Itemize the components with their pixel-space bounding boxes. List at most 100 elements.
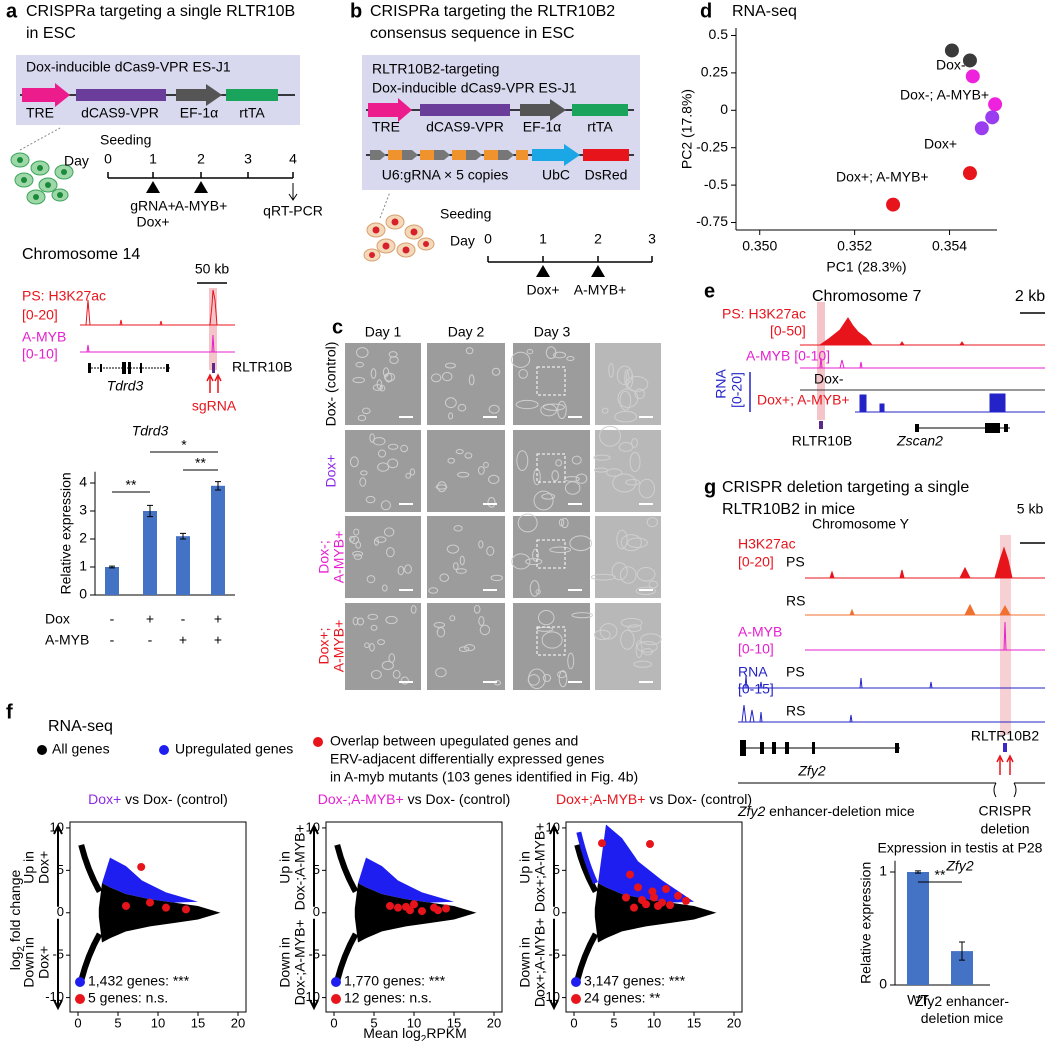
- x-axis-label-part: Mean log: [363, 1025, 421, 1041]
- row-label: A-MYB: [45, 632, 89, 648]
- track-label: Dox+; A-MYB+: [757, 392, 850, 408]
- chart-title: Expression in testis at P28: [878, 840, 1043, 856]
- cell-texture: [381, 584, 388, 592]
- signal-track: [800, 357, 1045, 369]
- cell-texture: [646, 517, 658, 528]
- chart-title: Tdrd3: [132, 423, 169, 439]
- legend-label: All genes: [52, 741, 110, 757]
- error-bar: [915, 870, 921, 874]
- overlap-gene-illustration: [630, 903, 638, 912]
- day-tick: 1: [539, 231, 547, 247]
- cell-texture: [477, 466, 485, 475]
- cell-texture: [360, 470, 368, 476]
- data-point: [962, 166, 977, 181]
- track-label: PS: [786, 664, 805, 680]
- pointer: [379, 191, 391, 219]
- seeding-label: Seeding: [100, 132, 151, 148]
- y-axis-label-part: log: [7, 952, 23, 971]
- x-tick-label: Zfy2 enhancer-deletion mice: [914, 993, 1010, 1026]
- overlap-gene-illustration: [626, 870, 634, 879]
- cell-texture: [361, 407, 371, 415]
- x-axis-label: Mean log2RPKM: [363, 1025, 467, 1041]
- upregulated-cloud: [598, 824, 694, 903]
- direction-label: Down in: [277, 937, 293, 988]
- cell-texture: [357, 414, 367, 422]
- cell-texture: [379, 385, 386, 392]
- significance-label: **: [126, 477, 137, 493]
- cells: [363, 214, 435, 262]
- y-tick-label: 5: [553, 862, 560, 877]
- annotation-swatch: [571, 977, 581, 987]
- cell-texture: [392, 669, 401, 679]
- deletion-line: [738, 782, 1045, 798]
- cell-texture: [455, 449, 464, 455]
- signal-track: [805, 546, 1045, 579]
- x-tick-label: 0.354: [932, 238, 967, 254]
- x-tick-label: 0.352: [837, 238, 872, 254]
- cell-texture: [428, 587, 439, 594]
- cell-texture: [590, 573, 616, 581]
- overlap-gene-illustration: [162, 903, 170, 912]
- cell-texture: [511, 553, 531, 570]
- cell-texture: [551, 470, 559, 482]
- direction-arrow: [309, 823, 319, 1011]
- y-axis-label-part: fold change: [7, 870, 23, 946]
- row-label: Dox+: [323, 454, 339, 487]
- cell-texture: [382, 367, 390, 377]
- cell-texture: [366, 575, 376, 584]
- micrograph: [513, 603, 590, 690]
- legend-swatch: [37, 745, 47, 755]
- cell-texture: [356, 347, 369, 358]
- cell-texture: [640, 633, 662, 646]
- cell-texture: [365, 495, 376, 504]
- cell-texture: [608, 362, 614, 378]
- y-axis-label: Relative expression: [858, 862, 874, 984]
- y-tick-label: 0: [57, 904, 64, 919]
- x-tick-label: 0.350: [742, 238, 777, 254]
- data-point: [988, 97, 1003, 112]
- column-label: Day 2: [448, 324, 485, 340]
- cell-texture: [542, 403, 565, 411]
- y-tick-label: -0.5: [704, 176, 728, 192]
- annotation: 12 genes: n.s.: [344, 990, 432, 1006]
- error-bar: [180, 532, 186, 540]
- direction-label: Dox-;A-MYB+: [292, 919, 308, 1005]
- legend-label: ERV-adjacent differentially expressed ge…: [330, 751, 604, 767]
- cell-texture: [617, 388, 639, 409]
- data-point: [944, 43, 959, 58]
- direction-label: Dox+;A-MYB+: [532, 918, 548, 1007]
- cell-texture: [601, 407, 609, 414]
- gene-label: RLTR10B: [792, 433, 852, 449]
- cell-texture: [464, 452, 473, 459]
- cell-texture: [387, 443, 399, 450]
- direction-label: Dox+: [36, 946, 52, 979]
- inset-box: [536, 366, 566, 396]
- cell-texture: [625, 368, 634, 389]
- overlap-gene-illustration: [658, 898, 666, 907]
- direction-arrow: [549, 823, 559, 1011]
- track-label: A-MYB: [22, 329, 66, 345]
- track-label: PS: [786, 554, 805, 570]
- cell-texture: [353, 553, 363, 560]
- cell-texture: [612, 473, 637, 493]
- cell-texture: [457, 471, 470, 478]
- day-label: Day: [64, 153, 89, 169]
- scale-label: 5 kb: [1017, 501, 1044, 517]
- annotation-swatch: [331, 977, 341, 987]
- cell-texture: [558, 670, 568, 688]
- x-tick-label: 0: [330, 1015, 337, 1030]
- row-label: A-MYB+: [331, 531, 347, 584]
- annotation: 24 genes: **: [584, 990, 661, 1006]
- event-label: Dox+: [136, 214, 169, 230]
- all-genes-arms: [334, 844, 359, 982]
- chart-title-rest: vs Dox- (control): [121, 791, 228, 807]
- annotation-swatch: [75, 994, 85, 1004]
- cell-texture: [435, 667, 447, 678]
- cell-texture: [529, 580, 540, 597]
- significance-label: *: [181, 437, 187, 453]
- cell-texture: [620, 534, 642, 552]
- event-label: A-MYB+: [574, 282, 627, 298]
- x-tick-label: 5: [610, 1015, 617, 1030]
- cell-texture: [439, 573, 450, 582]
- element-label: RLTR10B2: [971, 728, 1039, 744]
